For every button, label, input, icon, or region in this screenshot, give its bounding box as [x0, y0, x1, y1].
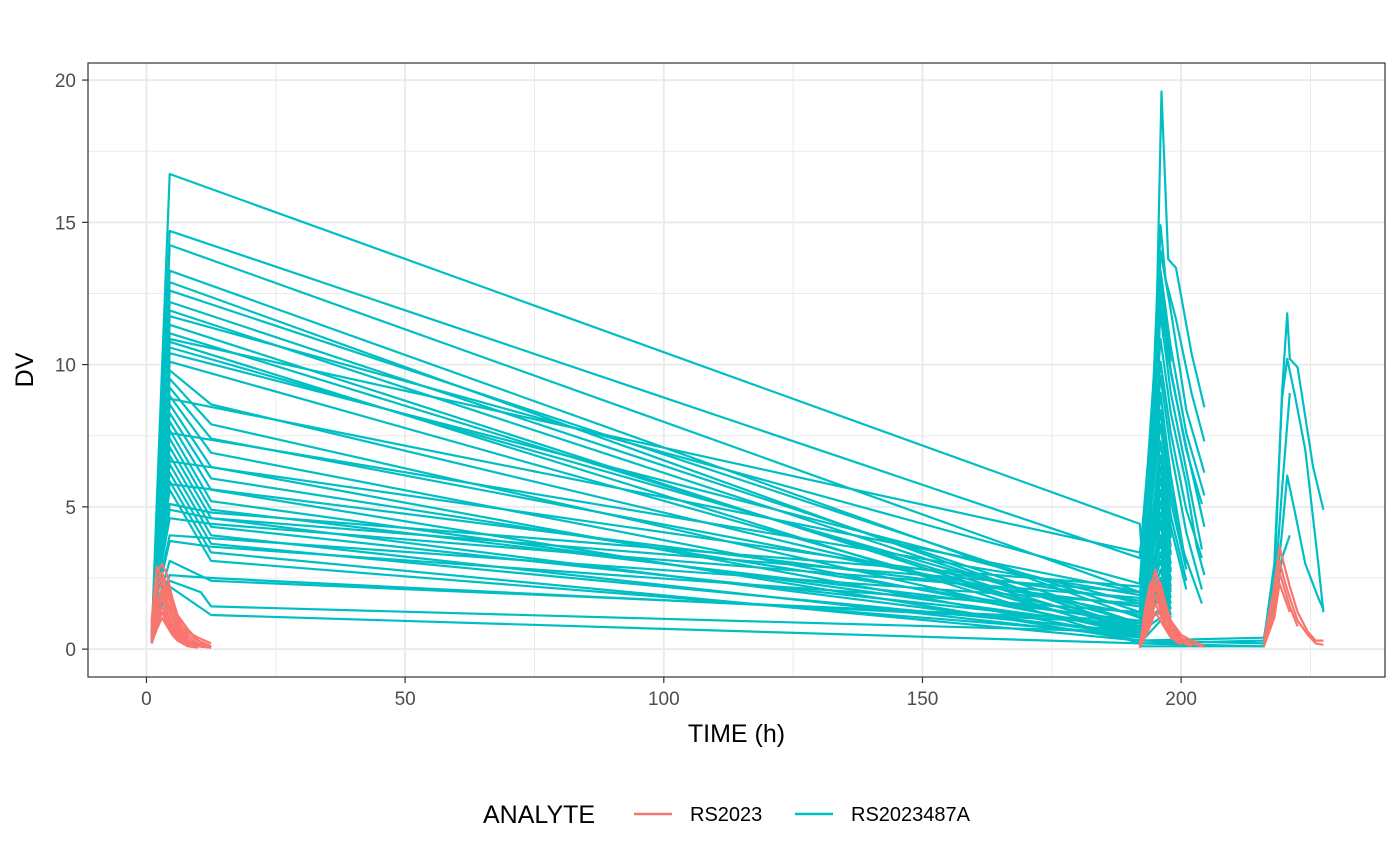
series-line	[150, 576, 212, 648]
series-line	[1138, 602, 1182, 649]
legend-label-rs2023487a: RS2023487A	[851, 804, 971, 826]
panel-border	[87, 62, 1386, 678]
series-line	[1262, 582, 1291, 647]
legend: ANALYTE RS2023 RS2023487A	[483, 801, 971, 829]
series-line	[1138, 593, 1192, 649]
series-line	[1138, 579, 1193, 646]
x-axis-title: TIME (h)	[688, 720, 785, 748]
series-line	[1262, 559, 1324, 646]
x-tick-label: 150	[907, 689, 939, 710]
x-tick-label: 100	[648, 689, 680, 710]
series-line	[1138, 573, 1205, 648]
y-tick-label: 0	[65, 640, 76, 661]
series-line	[150, 605, 199, 648]
y-axis: 0 5 10 15 20	[55, 71, 88, 661]
series-line	[150, 394, 1172, 641]
x-tick-label: 200	[1165, 689, 1197, 710]
y-tick-label: 10	[55, 356, 76, 377]
legend-label-rs2023: RS2023	[690, 804, 762, 826]
x-tick-label: 0	[141, 689, 152, 710]
series-rs2023	[150, 545, 1324, 649]
y-tick-label: 15	[55, 213, 76, 234]
series-line	[1138, 585, 1192, 647]
series-line	[150, 610, 199, 649]
series-line	[150, 571, 212, 648]
y-axis-title: DV	[11, 352, 39, 387]
y-tick-label: 5	[65, 498, 76, 519]
series-line	[1138, 610, 1182, 649]
series-line	[1262, 545, 1324, 642]
series-line	[1138, 568, 1205, 648]
x-tick-label: 50	[395, 689, 416, 710]
y-tick-label: 20	[55, 71, 76, 92]
series-line	[150, 616, 199, 649]
x-axis: 0 50 100 150 200	[141, 677, 1197, 710]
series-line	[1139, 357, 1325, 645]
legend-title: ANALYTE	[483, 801, 595, 829]
plot-area	[150, 90, 1325, 649]
series-line	[1262, 571, 1299, 647]
